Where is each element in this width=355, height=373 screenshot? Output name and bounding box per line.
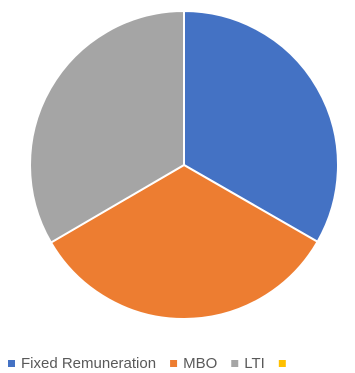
pie-slice-mbo [49,164,319,320]
legend-swatch [231,360,239,367]
pie-slice-fixed-remuneration [183,10,340,243]
legend-swatch [8,360,15,367]
legend-label: LTI [244,355,265,372]
pie-slices [29,10,340,320]
legend-item-series-4 [278,360,286,367]
legend-item-mbo: MBO [170,355,217,372]
chart-legend: Fixed Remuneration MBO LTI [8,355,286,372]
legend-swatch [170,360,178,367]
legend-item-lti: LTI [231,355,265,372]
legend-item-fixed-remuneration: Fixed Remuneration [8,355,156,372]
pie-slice-lti [29,10,185,244]
legend-label: Fixed Remuneration [21,355,156,372]
legend-label: MBO [183,355,217,372]
legend-swatch [278,360,286,367]
